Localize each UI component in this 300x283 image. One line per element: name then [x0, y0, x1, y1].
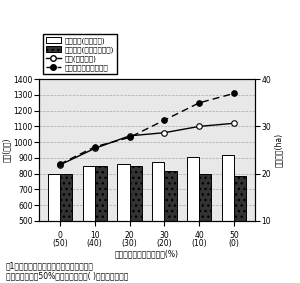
Bar [199, 173, 212, 221]
Legend: 経営面積(保全管理), 経営面積(ハトムギ導入), 所得(保全管理), 所得（ハトムギ導入）: 経営面積(保全管理), 経営面積(ハトムギ導入), 所得(保全管理), 所得（ハ… [43, 34, 117, 74]
Text: 図1　圃場条件の違いと上限規模・収益性: 図1 圃場条件の違いと上限規模・収益性 [6, 261, 94, 270]
Text: 30: 30 [160, 231, 169, 240]
Bar [117, 164, 130, 221]
Text: 10: 10 [90, 231, 100, 240]
Bar [164, 171, 177, 221]
Text: (50): (50) [52, 239, 68, 248]
Text: (0): (0) [229, 239, 239, 248]
Bar [152, 162, 164, 221]
Bar [82, 166, 95, 221]
Text: 20: 20 [125, 231, 134, 240]
Y-axis label: 所得(万円): 所得(万円) [2, 138, 10, 162]
Bar [187, 157, 199, 221]
Text: 経営水田内の上圃場比率(%): 経営水田内の上圃場比率(%) [115, 249, 179, 258]
Text: (40): (40) [87, 239, 103, 248]
Text: (30): (30) [122, 239, 137, 248]
Bar [130, 166, 142, 221]
Text: 40: 40 [194, 231, 204, 240]
Text: (20): (20) [157, 239, 172, 248]
Text: 50: 50 [229, 231, 239, 240]
Text: (10): (10) [191, 239, 207, 248]
Y-axis label: 経営面積(ha): 経営面積(ha) [274, 133, 283, 167]
Text: 注：中圃場は50%に固定。横軸の( )は下圃場比率。: 注：中圃場は50%に固定。横軸の( )は下圃場比率。 [6, 271, 128, 280]
Bar [60, 173, 72, 221]
Bar [234, 176, 246, 221]
Bar [222, 155, 234, 221]
Bar [48, 173, 60, 221]
Bar [95, 166, 107, 221]
Text: 0: 0 [58, 231, 62, 240]
